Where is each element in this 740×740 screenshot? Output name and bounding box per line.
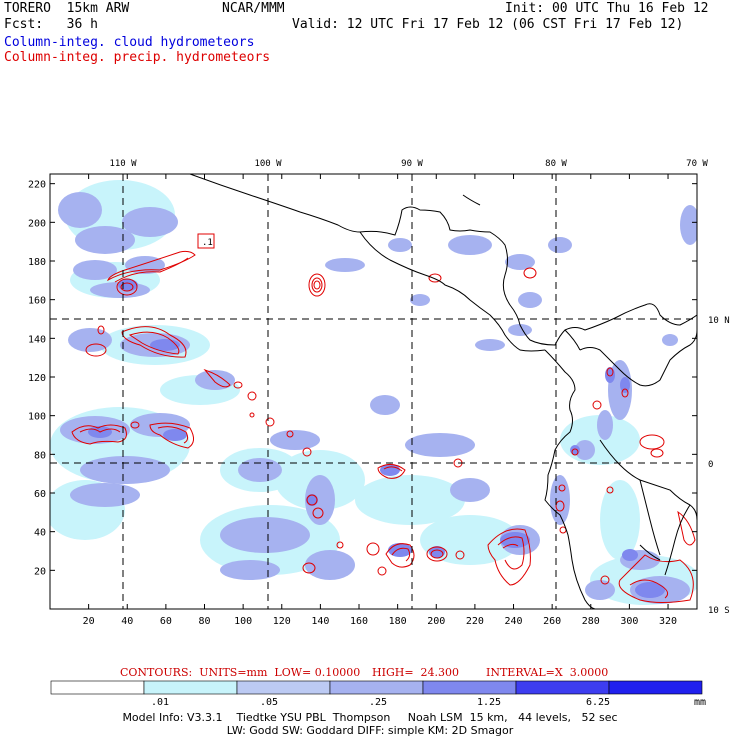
y-tick-label: 120 <box>28 373 46 384</box>
colorbar <box>50 680 703 695</box>
longitude-label: 70 W <box>686 159 708 169</box>
colorbar-segment <box>515 680 610 695</box>
contour-interval-info: INTERVAL=X 3.0000 <box>486 666 609 679</box>
longitude-label: 90 W <box>401 159 423 169</box>
colorbar-label-3: .25 <box>369 697 388 708</box>
cloud-hydrometeor-field <box>50 180 697 605</box>
latitude-label: 10 N <box>708 316 730 326</box>
x-tick-label: 220 <box>466 616 484 627</box>
y-tick-label: 40 <box>34 528 46 539</box>
y-tick-label: 220 <box>28 180 46 191</box>
y-tick-label: 180 <box>28 257 46 268</box>
colorbar-segment <box>236 680 331 695</box>
colorbar-label-2: .05 <box>260 697 279 708</box>
contour-high-info: HIGH= 24.300 <box>372 666 460 679</box>
model-name: TORERO 15km ARW <box>4 1 130 16</box>
x-tick-label: 320 <box>659 616 677 627</box>
y-tick-label: 100 <box>28 412 46 423</box>
x-tick-label: 180 <box>389 616 407 627</box>
precip-contours <box>71 233 696 603</box>
valid-time: Valid: 12 UTC Fri 17 Feb 12 (06 CST Fri … <box>292 17 684 32</box>
y-tick-label: 80 <box>34 450 46 461</box>
y-tick-label: 20 <box>34 566 46 577</box>
longitude-label: 100 W <box>254 159 282 169</box>
latitude-label: 0 <box>708 460 713 470</box>
x-tick-label: 80 <box>198 616 210 627</box>
x-tick-label: 280 <box>582 616 600 627</box>
y-tick-label: 200 <box>28 218 46 229</box>
colorbar-label-4: 1.25 <box>477 697 502 708</box>
latitude-labels: 10 N 0 10 S <box>708 316 730 616</box>
colorbar-segment <box>50 680 145 695</box>
y-tick-label: 140 <box>28 334 46 345</box>
longitude-labels: 110 W 100 W 90 W 80 W 70 W <box>109 159 708 169</box>
contour-units-info: CONTOURS: UNITS=mm LOW= 0.10000 <box>120 666 361 679</box>
x-tick-label: 260 <box>543 616 561 627</box>
y-tick-label: 160 <box>28 296 46 307</box>
colorbar-segment <box>329 680 424 695</box>
field-cloud-label: Column-integ. cloud hydrometeors <box>4 35 255 50</box>
x-tick-label: 20 <box>83 616 95 627</box>
x-tick-label: 120 <box>273 616 291 627</box>
latitude-label: 10 S <box>708 606 730 616</box>
x-tick-label: 60 <box>160 616 172 627</box>
x-tick-label: 240 <box>504 616 522 627</box>
model-info-line2: LW: Godd SW: Goddard DIFF: simple KM: 2D… <box>226 724 514 737</box>
init-time: Init: 00 UTC Thu 16 Feb 12 <box>505 1 709 16</box>
y-tick-label: 60 <box>34 489 46 500</box>
model-info-line1: Model Info: V3.3.1 Tiedtke YSU PBL Thomp… <box>122 711 618 724</box>
map-frame <box>49 173 698 610</box>
x-tick-label: 300 <box>620 616 638 627</box>
x-tick-label: 200 <box>427 616 445 627</box>
x-tick-label: 160 <box>350 616 368 627</box>
graticule <box>50 174 697 609</box>
x-axis-ticks: 20 40 60 80 100 120 140 160 180 200 220 240 260 280 30… <box>83 174 677 627</box>
x-tick-label: 40 <box>121 616 133 627</box>
field-precip-label: Column-integ. precip. hydrometeors <box>4 50 271 65</box>
x-tick-label: 100 <box>234 616 252 627</box>
y-axis-ticks: 220 200 180 160 140 120 100 80 60 40 20 <box>28 180 697 577</box>
longitude-label: 80 W <box>545 159 567 169</box>
colorbar-label-5: 6.25 <box>586 697 611 708</box>
longitude-label: 110 W <box>109 159 137 169</box>
x-tick-label: 140 <box>311 616 329 627</box>
forecast-hour: Fcst: 36 h <box>4 17 98 32</box>
colorbar-segment <box>422 680 517 695</box>
colorbar-label-1: .01 <box>151 697 170 708</box>
organization: NCAR/MMM <box>222 1 285 16</box>
box-label: .1 <box>202 238 213 248</box>
colorbar-units: mm <box>694 697 707 708</box>
colorbar-segment <box>608 680 703 695</box>
colorbar-segment <box>143 680 238 695</box>
